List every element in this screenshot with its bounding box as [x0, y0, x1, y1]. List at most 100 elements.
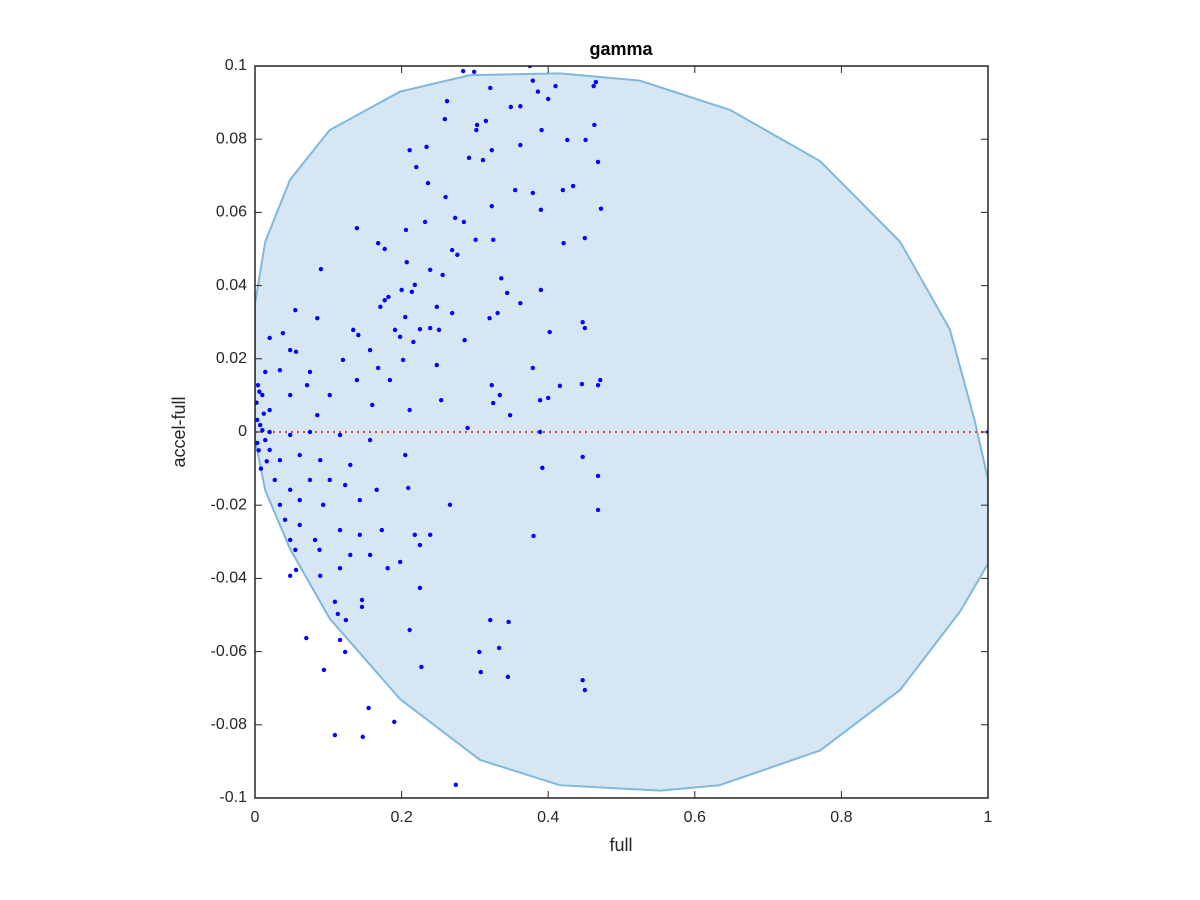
- point: [417, 585, 423, 591]
- point: [354, 225, 360, 231]
- x-tick-label: 0: [251, 809, 260, 826]
- point: [478, 669, 483, 675]
- point: [258, 466, 264, 471]
- point: [440, 272, 445, 278]
- point: [332, 732, 338, 738]
- point: [272, 477, 277, 483]
- point: [427, 532, 433, 538]
- point: [312, 537, 318, 543]
- point: [579, 381, 585, 387]
- point: [580, 454, 585, 460]
- point: [535, 89, 541, 94]
- point: [537, 429, 543, 435]
- point: [582, 325, 588, 331]
- point: [477, 649, 482, 655]
- point: [287, 432, 293, 438]
- point: [327, 477, 332, 483]
- point: [297, 497, 302, 503]
- point: [304, 635, 309, 641]
- chart-title: gamma: [589, 39, 653, 59]
- point: [367, 347, 373, 353]
- point: [474, 127, 479, 133]
- point: [386, 294, 391, 300]
- point: [304, 382, 310, 388]
- point: [332, 599, 338, 605]
- point: [518, 300, 523, 306]
- point: [255, 382, 261, 388]
- point: [530, 78, 536, 83]
- point: [287, 487, 293, 493]
- point: [293, 307, 298, 313]
- point: [489, 203, 494, 209]
- point: [282, 517, 288, 523]
- point: [375, 240, 381, 246]
- point: [497, 392, 503, 398]
- point: [357, 532, 363, 538]
- point: [499, 276, 504, 281]
- point: [538, 207, 544, 213]
- point: [397, 334, 403, 340]
- point: [507, 412, 513, 418]
- point: [318, 457, 323, 463]
- point: [434, 362, 439, 368]
- point: [480, 157, 486, 163]
- point: [318, 266, 324, 272]
- point: [385, 565, 390, 571]
- point: [307, 429, 313, 435]
- point: [518, 104, 523, 109]
- y-tick-label: -0.04: [211, 570, 248, 587]
- point: [447, 502, 453, 508]
- point: [495, 310, 500, 316]
- point: [582, 235, 588, 241]
- point: [424, 144, 429, 150]
- point: [547, 329, 552, 335]
- point: [407, 407, 412, 413]
- point: [403, 227, 409, 233]
- point: [487, 315, 492, 321]
- point: [267, 447, 272, 453]
- point: [359, 604, 365, 610]
- point: [405, 485, 411, 491]
- point: [255, 440, 260, 446]
- point: [399, 287, 404, 293]
- point: [582, 687, 588, 693]
- point: [392, 327, 398, 333]
- point: [546, 395, 551, 401]
- point: [255, 417, 260, 423]
- point: [465, 425, 470, 431]
- point: [496, 645, 502, 651]
- point: [359, 597, 365, 603]
- point: [366, 705, 371, 711]
- point: [287, 573, 293, 579]
- point: [354, 377, 360, 383]
- point: [264, 459, 269, 464]
- point: [378, 304, 383, 310]
- y-tick-label: -0.1: [219, 789, 247, 806]
- point: [530, 190, 536, 196]
- point: [382, 298, 387, 303]
- point: [580, 320, 585, 325]
- point: [343, 617, 349, 623]
- y-tick-label: 0.02: [216, 350, 247, 367]
- point: [392, 719, 397, 725]
- point: [267, 407, 272, 413]
- point: [293, 567, 299, 573]
- point: [595, 159, 601, 165]
- x-tick-label: 0.6: [684, 809, 706, 826]
- point: [348, 462, 353, 468]
- point: [595, 382, 601, 388]
- point: [287, 392, 293, 398]
- point: [427, 325, 433, 331]
- point: [263, 369, 268, 375]
- point: [449, 247, 455, 253]
- point: [455, 252, 460, 258]
- point: [307, 369, 313, 375]
- point: [293, 349, 299, 355]
- point: [419, 664, 424, 670]
- point: [340, 357, 346, 363]
- point: [557, 383, 563, 389]
- point: [342, 482, 348, 488]
- point: [374, 487, 379, 493]
- point: [438, 397, 444, 403]
- plot-area: [255, 66, 988, 792]
